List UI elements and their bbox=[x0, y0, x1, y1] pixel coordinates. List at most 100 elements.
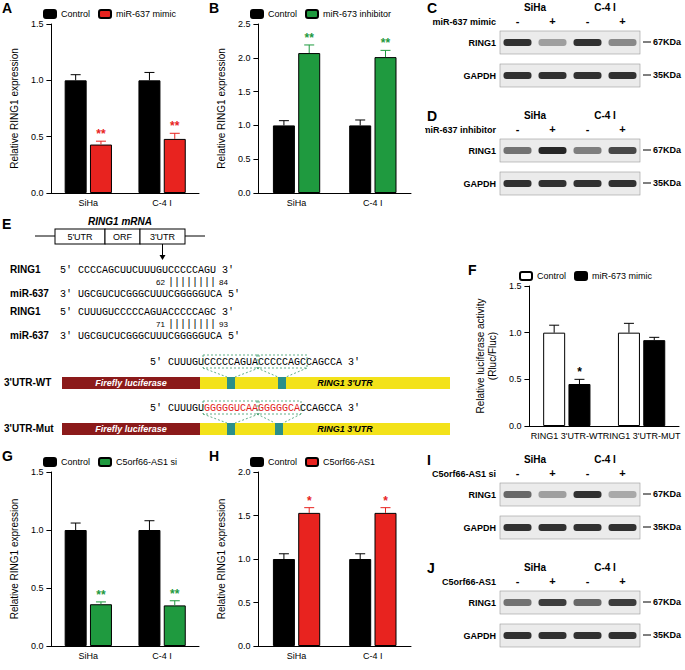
svg-text:67KDa: 67KDa bbox=[653, 37, 682, 47]
svg-text:3' UGCGUCUCGGGCUUUCGGGGGUCA 5': 3' UGCGUCUCGGGCUUUCGGGGGUCA 5' bbox=[60, 331, 240, 342]
svg-text:+: + bbox=[549, 467, 555, 479]
svg-text:C-4 I: C-4 I bbox=[594, 562, 616, 573]
svg-text:SiHa: SiHa bbox=[79, 651, 99, 661]
svg-text:J: J bbox=[427, 560, 435, 576]
svg-text:Relative RING1 expression: Relative RING1 expression bbox=[216, 499, 227, 620]
svg-text:1.5: 1.5 bbox=[238, 511, 251, 521]
svg-text:C5orf66-AS1: C5orf66-AS1 bbox=[323, 457, 375, 467]
svg-text:C-4 I: C-4 I bbox=[363, 651, 383, 661]
svg-text:RING1: RING1 bbox=[468, 146, 496, 156]
svg-text:84: 84 bbox=[219, 278, 228, 287]
svg-text:Control: Control bbox=[537, 271, 566, 281]
svg-text:1.5: 1.5 bbox=[509, 281, 522, 291]
svg-text:1.5: 1.5 bbox=[31, 467, 44, 477]
svg-text:67KDa: 67KDa bbox=[653, 489, 682, 499]
svg-text:1.0: 1.0 bbox=[238, 120, 251, 130]
svg-text:SiHa: SiHa bbox=[287, 198, 307, 208]
svg-text:**: ** bbox=[305, 31, 315, 45]
svg-text:E: E bbox=[2, 216, 11, 232]
svg-text:RING1 3'UTR-WT: RING1 3'UTR-WT bbox=[531, 431, 604, 441]
svg-text:miR-637: miR-637 bbox=[10, 288, 49, 299]
svg-text:-: - bbox=[516, 123, 520, 135]
svg-text:**: ** bbox=[381, 36, 391, 50]
svg-text:miR-637 mimic: miR-637 mimic bbox=[116, 9, 177, 19]
svg-text:5' CUUUGU: 5' CUUUGU bbox=[150, 357, 204, 368]
svg-text:(Rluc/Fluc): (Rluc/Fluc) bbox=[487, 332, 498, 380]
svg-text:GGGGGUCAA: GGGGGUCAA bbox=[204, 403, 258, 414]
svg-text:C-4 I: C-4 I bbox=[594, 110, 616, 121]
svg-text:RING1 mRNA: RING1 mRNA bbox=[88, 216, 152, 227]
svg-text:+: + bbox=[549, 575, 555, 587]
svg-text:35KDa: 35KDa bbox=[653, 522, 682, 532]
svg-text:0.0: 0.0 bbox=[238, 641, 251, 651]
svg-text:miR-637 mimic: miR-637 mimic bbox=[432, 17, 496, 27]
svg-text:**: ** bbox=[96, 588, 106, 602]
svg-text:D: D bbox=[427, 108, 437, 124]
svg-text:-: - bbox=[586, 467, 590, 479]
svg-text:0.5: 0.5 bbox=[509, 374, 522, 384]
svg-text:GAPDH: GAPDH bbox=[463, 631, 496, 641]
svg-text:2.0: 2.0 bbox=[238, 467, 251, 477]
svg-text:-: - bbox=[516, 467, 520, 479]
svg-text:C-4 I: C-4 I bbox=[594, 2, 616, 13]
svg-text:5' CCCCAGCUUCUUUGUCCCCCAGU 3': 5' CCCCAGCUUCUUUGUCCCCCAGU 3' bbox=[60, 265, 234, 276]
svg-text:Firefly luciferase: Firefly luciferase bbox=[95, 378, 167, 388]
svg-text:-: - bbox=[586, 575, 590, 587]
svg-text:1.0: 1.0 bbox=[238, 554, 251, 564]
svg-text:0.0: 0.0 bbox=[31, 641, 44, 651]
svg-text:2.5: 2.5 bbox=[238, 19, 251, 29]
svg-text:Relative RING1 expression: Relative RING1 expression bbox=[9, 499, 20, 620]
svg-text:||||||||: |||||||| bbox=[168, 277, 216, 288]
svg-text:RING1 3'UTR: RING1 3'UTR bbox=[317, 424, 373, 434]
svg-text:SiHa: SiHa bbox=[524, 454, 547, 465]
svg-text:*: * bbox=[577, 365, 582, 379]
svg-text:2.0: 2.0 bbox=[238, 53, 251, 63]
svg-text:-: - bbox=[516, 575, 520, 587]
svg-text:+: + bbox=[619, 15, 625, 27]
svg-text:-: - bbox=[586, 123, 590, 135]
svg-text:+: + bbox=[619, 123, 625, 135]
svg-text:CCAGCCA 3': CCAGCCA 3' bbox=[300, 403, 360, 414]
svg-text:C-4 I: C-4 I bbox=[363, 198, 383, 208]
svg-text:3'UTR-WT: 3'UTR-WT bbox=[4, 377, 51, 388]
svg-text:C-4 I: C-4 I bbox=[152, 198, 172, 208]
svg-text:1.0: 1.0 bbox=[509, 328, 522, 338]
svg-text:0.0: 0.0 bbox=[31, 188, 44, 198]
svg-text:1.5: 1.5 bbox=[31, 19, 44, 29]
svg-text:SiHa: SiHa bbox=[287, 651, 307, 661]
svg-text:RING1: RING1 bbox=[468, 598, 496, 608]
svg-text:35KDa: 35KDa bbox=[653, 630, 682, 640]
svg-text:3' UGCGUCUCGGGCUUUCGGGGGUCA 5': 3' UGCGUCUCGGGCUUUCGGGGGUCA 5' bbox=[60, 289, 240, 300]
svg-text:62: 62 bbox=[156, 278, 165, 287]
svg-text:Control: Control bbox=[268, 9, 297, 19]
svg-text:**: ** bbox=[170, 119, 180, 133]
svg-text:CCCCCAGC: CCCCCAGC bbox=[258, 357, 306, 368]
svg-text:1.0: 1.0 bbox=[31, 75, 44, 85]
svg-text:Relative RING1 expression: Relative RING1 expression bbox=[9, 48, 20, 169]
svg-text:CCCCCAGUA: CCCCCAGUA bbox=[204, 357, 258, 368]
svg-text:1.5: 1.5 bbox=[238, 87, 251, 97]
svg-text:93: 93 bbox=[219, 320, 228, 329]
svg-text:**: ** bbox=[170, 587, 180, 601]
svg-text:Firefly luciferase: Firefly luciferase bbox=[95, 424, 167, 434]
svg-text:1.0: 1.0 bbox=[31, 525, 44, 535]
svg-text:67KDa: 67KDa bbox=[653, 597, 682, 607]
svg-text:C5orf66-AS1 si: C5orf66-AS1 si bbox=[432, 469, 496, 479]
svg-text:0.0: 0.0 bbox=[238, 188, 251, 198]
svg-text:GAPDH: GAPDH bbox=[463, 179, 496, 189]
svg-text:0.5: 0.5 bbox=[238, 598, 251, 608]
svg-text:-: - bbox=[516, 15, 520, 27]
svg-text:Control: Control bbox=[61, 9, 90, 19]
svg-text:SiHa: SiHa bbox=[524, 2, 547, 13]
svg-text:C-4 I: C-4 I bbox=[152, 651, 172, 661]
svg-text:**: ** bbox=[96, 127, 106, 141]
svg-text:miR-673 mimic: miR-673 mimic bbox=[592, 271, 653, 281]
svg-text:*: * bbox=[307, 494, 312, 508]
svg-text:*: * bbox=[383, 494, 388, 508]
svg-text:3'UTR-Mut: 3'UTR-Mut bbox=[4, 423, 54, 434]
svg-text:Control: Control bbox=[61, 457, 90, 467]
svg-text:0.5: 0.5 bbox=[238, 154, 251, 164]
svg-text:5' CUUUGUCCCCCAGUACCCCCAGC 3': 5' CUUUGUCCCCCAGUACCCCCAGC 3' bbox=[60, 307, 234, 318]
svg-text:C5orf66-AS1: C5orf66-AS1 bbox=[442, 577, 496, 587]
svg-text:+: + bbox=[619, 467, 625, 479]
